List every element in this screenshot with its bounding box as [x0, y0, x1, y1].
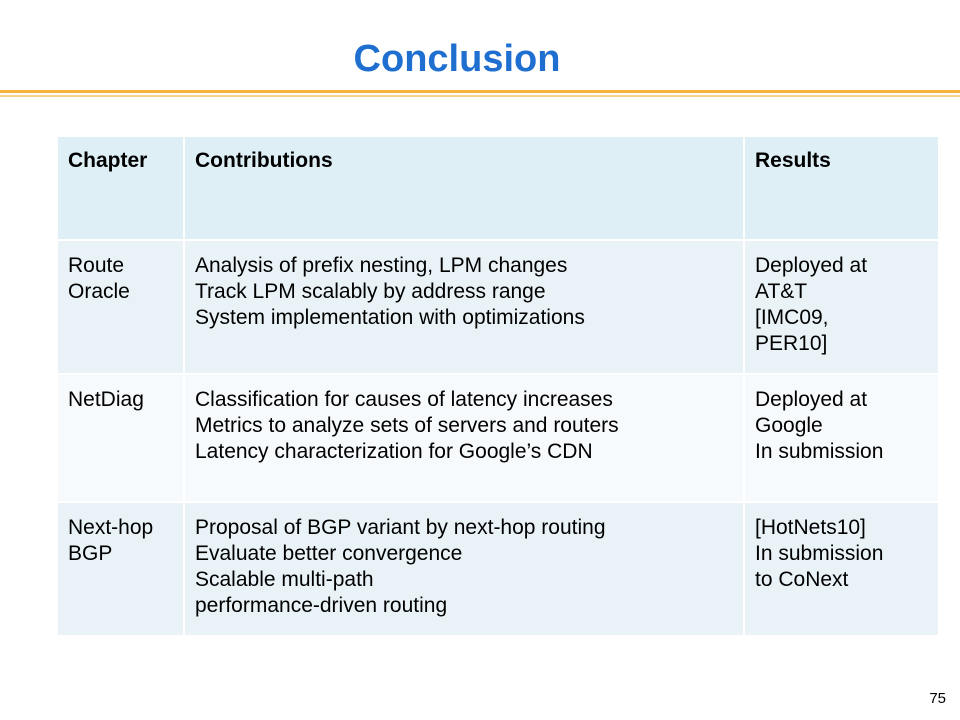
table-header-row: Chapter Contributions Results	[56, 135, 940, 241]
contribution-line: Track LPM scalably by address range	[195, 280, 546, 303]
contribution-line: performance-driven routing	[195, 594, 448, 617]
header-contributions: Contributions	[183, 135, 745, 241]
header-results: Results	[743, 135, 940, 241]
result-line: AT&T	[755, 280, 808, 303]
chapter-line: Oracle	[68, 280, 130, 303]
title-underline-secondary	[0, 95, 960, 97]
result-line: [IMC09,	[755, 306, 829, 329]
header-chapter: Chapter	[56, 135, 185, 241]
result-line: PER10]	[755, 332, 828, 355]
chapter-cell: NetDiag	[56, 373, 185, 503]
results-cell: [HotNets10] In submission to CoNext	[743, 501, 940, 637]
result-line: In submission	[755, 542, 884, 565]
result-line: [HotNets10]	[755, 516, 866, 539]
chapter-line: NetDiag	[68, 388, 144, 411]
contribution-line: Proposal of BGP variant by next-hop rout…	[195, 516, 606, 539]
result-line: In submission	[755, 440, 884, 463]
contribution-line: Scalable multi-path	[195, 568, 374, 591]
contribution-line: System implementation with optimizations	[195, 306, 585, 329]
slide-title: Conclusion	[353, 38, 561, 80]
chapter-cell: Route Oracle	[56, 239, 185, 375]
page-number: 75	[929, 690, 946, 707]
chapter-line: Route	[68, 254, 125, 277]
contribution-line: Evaluate better convergence	[195, 542, 463, 565]
contributions-cell: Analysis of prefix nesting, LPM changes …	[183, 239, 745, 375]
title-underline-primary	[0, 90, 960, 93]
result-line: Google	[755, 414, 823, 437]
result-line: Deployed at	[755, 388, 868, 411]
table-row: Next-hop BGP Proposal of BGP variant by …	[56, 501, 940, 637]
contributions-cell: Proposal of BGP variant by next-hop rout…	[183, 501, 745, 637]
table-row: NetDiag Classification for causes of lat…	[56, 373, 940, 503]
table-row: Route Oracle Analysis of prefix nesting,…	[56, 239, 940, 375]
chapter-line: BGP	[68, 542, 113, 565]
contribution-line: Metrics to analyze sets of servers and r…	[195, 414, 619, 437]
conclusion-table: Chapter Contributions Results Route Orac…	[56, 135, 940, 637]
contribution-line: Classification for causes of latency inc…	[195, 388, 613, 411]
chapter-cell: Next-hop BGP	[56, 501, 185, 637]
contribution-line: Analysis of prefix nesting, LPM changes	[195, 254, 568, 277]
result-line: Deployed at	[755, 254, 868, 277]
results-cell: Deployed at Google In submission	[743, 373, 940, 503]
result-line: to CoNext	[755, 568, 849, 591]
title-underline	[0, 90, 960, 100]
contribution-line: Latency characterization for Google’s CD…	[195, 440, 593, 463]
chapter-line: Next-hop	[68, 516, 154, 539]
contributions-cell: Classification for causes of latency inc…	[183, 373, 745, 503]
results-cell: Deployed at AT&T [IMC09, PER10]	[743, 239, 940, 375]
